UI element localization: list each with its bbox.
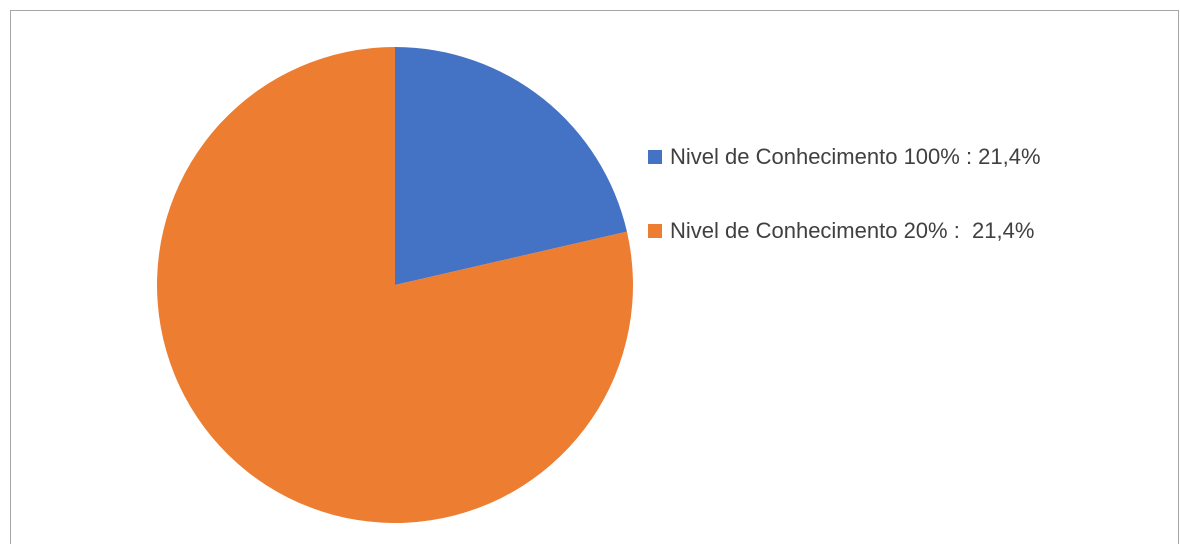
pie-slice <box>157 47 634 523</box>
legend-label: Nivel de Conhecimento 20% : 21,4% <box>670 218 1034 243</box>
legend-swatch <box>648 224 662 238</box>
legend-swatch <box>648 150 662 164</box>
pie-slice <box>395 47 627 285</box>
legend-label: Nivel de Conhecimento 100% : 21,4% <box>670 144 1041 169</box>
